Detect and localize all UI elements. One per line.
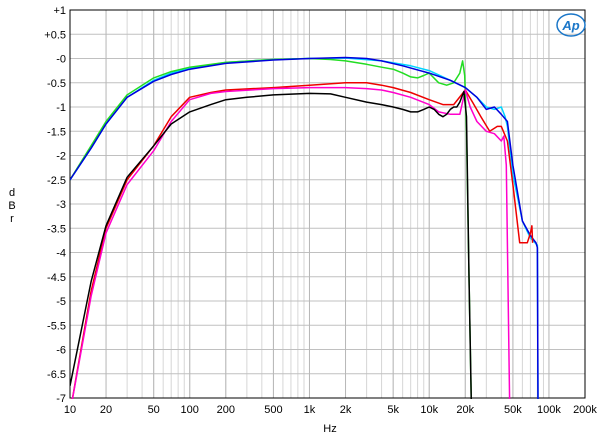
y-tick-label: -5.5 [47,320,66,332]
y-tick-label: -0 [56,54,66,66]
y-tick-label: +0.5 [44,29,66,41]
y-tick-label: -3 [56,199,66,211]
x-tick-label: 200k [573,404,597,416]
y-tick-label: -4.5 [47,272,66,284]
series-line-6 [70,90,472,399]
y-tick-label: -5 [56,296,66,308]
y-tick-label: -6.5 [47,369,66,381]
plot-frame [69,9,586,399]
x-tick-label: 20 [100,404,112,416]
y-tick-label: -6 [56,345,66,357]
y-tick-label: -7 [56,393,66,405]
y-axis-title-letter-d: d [9,187,15,199]
logo-ellipse [556,13,586,37]
x-tick-label: 20k [456,404,474,416]
y-tick-label: -1.5 [47,126,66,138]
x-tick-label: 10k [420,404,438,416]
x-tick-label: 200 [217,404,235,416]
y-tick-label: -2.5 [47,175,66,187]
series-line-2 [70,57,472,399]
y-tick-label: -0.5 [47,78,66,90]
x-tick-label: 5k [387,404,399,416]
series-line-4 [71,82,534,399]
data-series [70,56,539,399]
x-tick-label: 500 [264,404,282,416]
y-tick-label: -4 [56,248,66,260]
x-axis-tick-labels: 10 20 50 100 200 500 1k 2k 5k 10k 20k 50k 100k 200k [64,404,598,416]
y-axis-tick-labels: +1 +0.5 -0 -0.5 -1 -1.5 -2 -2.5 -3 -3.5 -4 -4.5 -5 -5… [44,5,66,405]
y-tick-label: -2 [56,151,66,163]
audio-precision-logo: Ap [556,13,586,37]
series-line-3 [70,56,539,399]
logo-text: Ap [561,18,579,33]
series-line-1 [70,57,539,399]
x-tick-label: 2k [340,404,352,416]
x-tick-label: 50 [148,404,160,416]
x-axis-title: Hz [323,423,336,435]
y-axis-title-letter-b: B [8,200,15,212]
y-tick-label: -1 [56,102,66,114]
x-tick-label: 10 [64,404,76,416]
x-tick-label: 50k [504,404,522,416]
x-tick-label: 100 [181,404,199,416]
y-tick-label: -3.5 [47,223,66,235]
y-axis-title-letter-r: r [10,213,14,225]
y-tick-label: +1 [53,5,66,17]
x-tick-label: 1k [304,404,316,416]
x-tick-label: 100k [537,404,561,416]
